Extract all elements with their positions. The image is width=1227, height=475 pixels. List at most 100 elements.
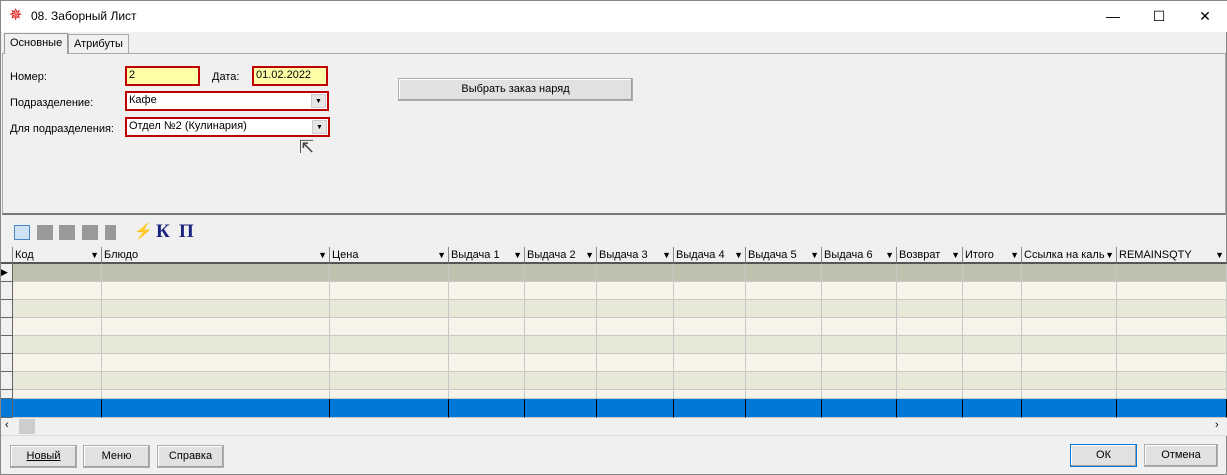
lightning-icon[interactable]: ⚡ [134, 223, 153, 240]
grid-cell[interactable] [1117, 282, 1227, 300]
column-header[interactable]: Код ▼ [13, 247, 102, 264]
column-header[interactable]: REMAINSQTY ▼ [1117, 247, 1227, 264]
column-header[interactable]: Выдача 5 ▼ [746, 247, 822, 264]
grid-cell[interactable] [674, 282, 746, 300]
column-header[interactable]: Выдача 2 ▼ [525, 247, 597, 264]
column-header[interactable]: Выдача 3 ▼ [597, 247, 674, 264]
p-button[interactable]: П [179, 221, 194, 242]
document-icon[interactable] [105, 225, 116, 240]
grid-cell[interactable] [102, 372, 330, 390]
grid-cell[interactable] [746, 318, 822, 336]
grid-cell[interactable] [674, 390, 746, 399]
footer-cell[interactable] [822, 399, 897, 418]
folder-icon[interactable] [59, 225, 75, 240]
grid-cell[interactable] [822, 354, 897, 372]
ok-button[interactable]: ОК [1070, 444, 1137, 467]
grid-cell[interactable] [963, 336, 1022, 354]
grid-cell[interactable] [822, 390, 897, 399]
row-indicator[interactable] [1, 300, 13, 318]
grid-cell[interactable] [963, 264, 1022, 282]
column-filter-icon[interactable]: ▼ [437, 250, 446, 260]
grid-cell[interactable] [597, 264, 674, 282]
grid-cell[interactable] [330, 300, 449, 318]
new-button[interactable]: Новый [10, 445, 77, 468]
grid-cell[interactable] [102, 264, 330, 282]
column-filter-icon[interactable]: ▼ [1010, 250, 1019, 260]
grid-cell[interactable] [1117, 318, 1227, 336]
grid-cell[interactable] [822, 372, 897, 390]
column-filter-icon[interactable]: ▼ [810, 250, 819, 260]
grid-cell[interactable] [822, 336, 897, 354]
scroll-thumb[interactable] [19, 419, 35, 434]
data-grid[interactable]: Код ▼ Блюдо ▼ Цена ▼ Выдача 1 ▼ Выдача 2 ▼ Выдача … [1, 247, 1227, 418]
footer-cell[interactable] [674, 399, 746, 418]
grid-cell[interactable] [963, 282, 1022, 300]
folder-edit-icon[interactable] [37, 225, 53, 240]
column-filter-icon[interactable]: ▼ [90, 250, 99, 260]
menu-button[interactable]: Меню [83, 445, 150, 468]
column-header[interactable]: Возврат ▼ [897, 247, 963, 264]
row-indicator[interactable] [1, 282, 13, 300]
date-input[interactable]: 01.02.2022 [252, 66, 328, 86]
maximize-button[interactable]: ☐ [1152, 8, 1166, 24]
grid-cell[interactable] [449, 282, 525, 300]
grid-cell[interactable] [449, 372, 525, 390]
grid-cell[interactable] [822, 318, 897, 336]
column-header[interactable]: Выдача 4 ▼ [674, 247, 746, 264]
grid-cell[interactable] [1117, 264, 1227, 282]
k-button[interactable]: К [156, 221, 170, 242]
footer-cell[interactable] [597, 399, 674, 418]
column-filter-icon[interactable]: ▼ [951, 250, 960, 260]
grid-cell[interactable] [674, 354, 746, 372]
grid-cell[interactable] [674, 372, 746, 390]
grid-cell[interactable] [330, 372, 449, 390]
grid-cell[interactable] [597, 318, 674, 336]
grid-cell[interactable] [746, 264, 822, 282]
grid-cell[interactable] [746, 300, 822, 318]
footer-cell[interactable] [1022, 399, 1117, 418]
column-filter-icon[interactable]: ▼ [885, 250, 894, 260]
column-header[interactable]: Блюдо ▼ [102, 247, 330, 264]
grid-cell[interactable] [13, 354, 102, 372]
column-filter-icon[interactable]: ▼ [513, 250, 522, 260]
grid-cell[interactable] [330, 282, 449, 300]
grid-cell[interactable] [449, 264, 525, 282]
grid-cell[interactable] [1022, 300, 1117, 318]
row-indicator[interactable] [1, 372, 13, 390]
grid-cell[interactable] [746, 354, 822, 372]
grid-cell[interactable] [525, 264, 597, 282]
grid-cell[interactable] [897, 264, 963, 282]
footer-cell[interactable] [449, 399, 525, 418]
grid-cell[interactable] [1022, 264, 1117, 282]
grid-cell[interactable] [897, 300, 963, 318]
cancel-button[interactable]: Отмена [1144, 444, 1218, 467]
grid-cell[interactable] [674, 264, 746, 282]
grid-cell[interactable] [897, 318, 963, 336]
grid-cell[interactable] [1022, 372, 1117, 390]
footer-cell[interactable] [963, 399, 1022, 418]
division-combo[interactable]: Кафе ▼ [125, 91, 329, 111]
footer-cell[interactable] [746, 399, 822, 418]
grid-cell[interactable] [1022, 282, 1117, 300]
row-indicator[interactable] [1, 390, 13, 399]
horizontal-scrollbar[interactable]: ‹ › [1, 418, 1227, 435]
grid-cell[interactable] [525, 354, 597, 372]
grid-cell[interactable] [525, 336, 597, 354]
grid-cell[interactable] [897, 372, 963, 390]
row-indicator[interactable] [1, 336, 13, 354]
grid-cell[interactable] [963, 354, 1022, 372]
grid-cell[interactable] [746, 372, 822, 390]
grid-cell[interactable] [897, 336, 963, 354]
grid-cell[interactable] [674, 336, 746, 354]
grid-cell[interactable] [746, 282, 822, 300]
column-filter-icon[interactable]: ▼ [662, 250, 671, 260]
folder-refresh-icon[interactable] [82, 225, 98, 240]
column-filter-icon[interactable]: ▼ [1215, 250, 1224, 260]
column-header[interactable]: Ссылка на каль ▼ [1022, 247, 1117, 264]
grid-cell[interactable] [597, 372, 674, 390]
grid-cell[interactable] [13, 390, 102, 399]
grid-cell[interactable] [13, 336, 102, 354]
grid-cell[interactable] [1022, 318, 1117, 336]
grid-cell[interactable] [897, 354, 963, 372]
folder-open-icon[interactable] [14, 225, 30, 240]
